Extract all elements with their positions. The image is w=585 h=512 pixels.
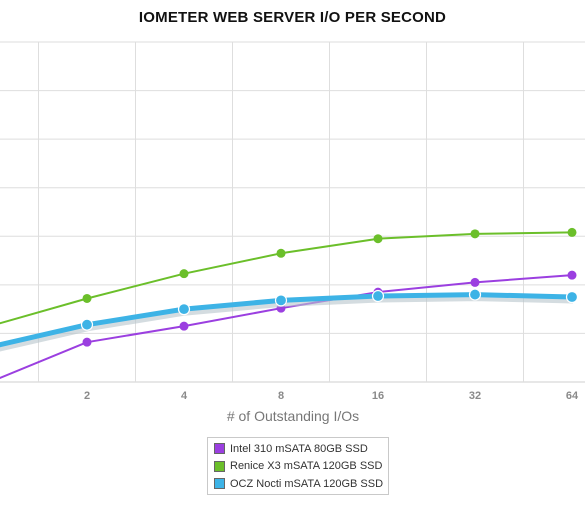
series-lines bbox=[0, 227, 579, 379]
gridlines bbox=[0, 41, 585, 383]
data-point bbox=[274, 294, 288, 307]
x-tick-label: 32 bbox=[469, 390, 481, 402]
legend-label: Intel 310 mSATA 80GB SSD bbox=[230, 442, 368, 455]
series-1 bbox=[0, 227, 577, 325]
legend-label: Renice X3 mSATA 120GB SSD bbox=[230, 460, 383, 473]
x-tick-label: 16 bbox=[372, 390, 384, 402]
data-point bbox=[179, 321, 189, 331]
legend-swatch bbox=[214, 460, 225, 472]
x-tick-label: 2 bbox=[84, 390, 90, 402]
x-tick-label: 64 bbox=[566, 390, 579, 402]
data-point bbox=[82, 293, 92, 303]
x-tick-label: 8 bbox=[278, 390, 284, 402]
data-point bbox=[82, 337, 92, 347]
legend-swatch bbox=[214, 443, 225, 455]
data-point bbox=[567, 227, 577, 237]
legend: Intel 310 mSATA 80GB SSD Renice X3 mSATA … bbox=[207, 437, 389, 495]
data-point bbox=[276, 248, 286, 258]
chart-title: IOMETER WEB SERVER I/O PER SECOND bbox=[138, 9, 447, 26]
x-tick-label: 4 bbox=[181, 390, 188, 402]
data-point bbox=[80, 318, 94, 331]
data-point bbox=[470, 277, 480, 287]
data-point bbox=[177, 303, 191, 316]
series-2 bbox=[0, 288, 579, 352]
data-point bbox=[373, 234, 383, 244]
data-point bbox=[567, 270, 577, 280]
legend-swatch bbox=[214, 478, 225, 490]
legend-item: Renice X3 mSATA 120GB SSD bbox=[214, 458, 388, 476]
data-point bbox=[371, 289, 385, 303]
data-point bbox=[179, 269, 189, 279]
data-point bbox=[470, 229, 480, 239]
legend-label: OCZ Nocti mSATA 120GB SSD bbox=[230, 477, 384, 490]
legend-item: Intel 310 mSATA 80GB SSD bbox=[214, 440, 388, 458]
data-point bbox=[565, 290, 579, 304]
legend-item: OCZ Nocti mSATA 120GB SSD bbox=[214, 475, 388, 493]
series-line bbox=[0, 231, 573, 325]
x-tick-labels: 2 4 8 16 32 64 bbox=[84, 390, 579, 402]
x-axis-title: # of Outstanding I/Os bbox=[227, 408, 359, 424]
data-point bbox=[468, 288, 482, 301]
